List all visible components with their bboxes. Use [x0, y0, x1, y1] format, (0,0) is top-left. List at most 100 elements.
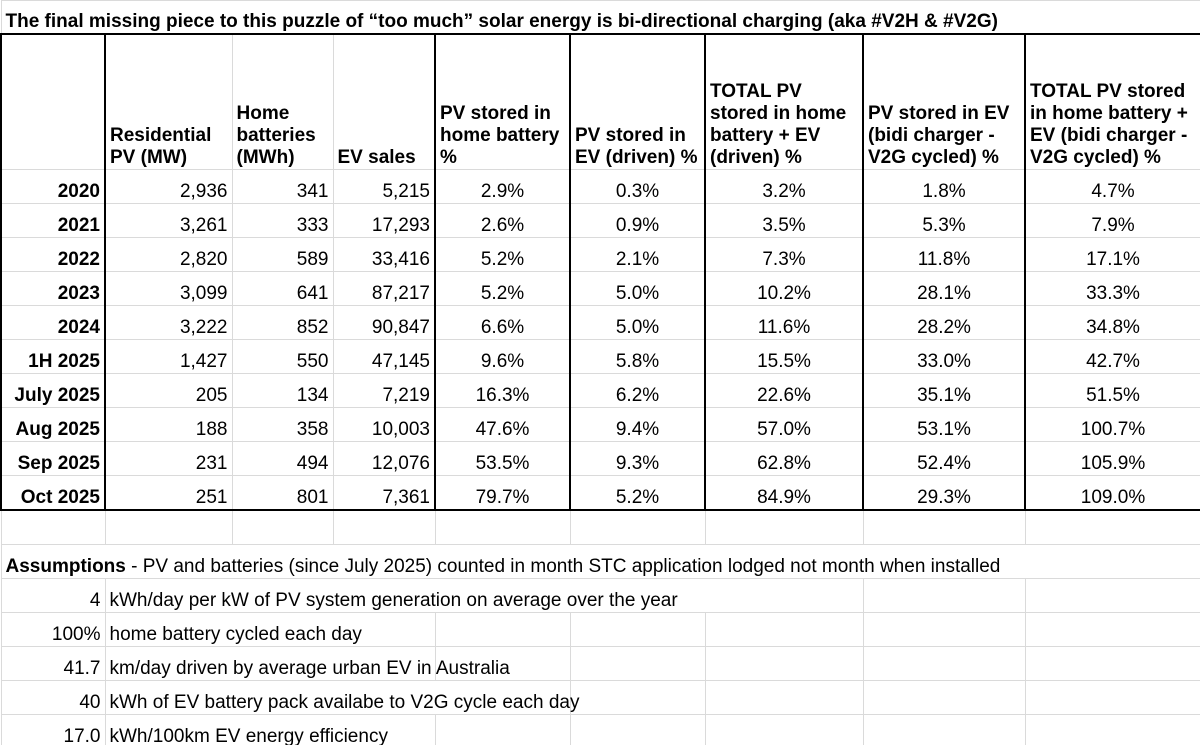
cell-total-pv-v2g: 4.7% — [1024, 169, 1200, 204]
header-corner — [0, 33, 106, 170]
cell-pv-stored-ev-v2g: 5.3% — [862, 203, 1026, 238]
header-ev-sales: EV sales — [332, 33, 436, 170]
cell-home-batteries: 801 — [231, 475, 334, 511]
assumption-item: 41.7 km/day driven by average urban EV in… — [0, 646, 1200, 681]
assumption-description: home battery cycled each day — [104, 612, 436, 647]
cell-pv-stored-ev-driven: 9.3% — [569, 441, 706, 476]
cell-ev-sales: 7,219 — [332, 373, 436, 408]
cell-residential-pv: 205 — [104, 373, 233, 408]
assumption-value: 100% — [0, 612, 106, 647]
cell-total-pv-v2g: 17.1% — [1024, 237, 1200, 272]
empty-cell — [569, 680, 706, 715]
assumption-item: 100% home battery cycled each day — [0, 612, 1200, 647]
cell-home-batteries: 134 — [231, 373, 334, 408]
cell-pv-stored-ev-driven: 6.2% — [569, 373, 706, 408]
cell-pv-stored-ev-driven: 5.8% — [569, 339, 706, 374]
empty-cell — [862, 680, 1026, 715]
empty-cell — [569, 612, 706, 647]
empty-cell — [862, 646, 1026, 681]
cell-pv-stored-ev-driven: 5.0% — [569, 305, 706, 340]
cell-ev-sales: 33,416 — [332, 237, 436, 272]
blank-row — [0, 509, 1200, 545]
header-residential-pv: Residential PV (MW) — [104, 33, 233, 170]
assumptions-text: - PV and batteries (since July 2025) cou… — [125, 556, 1001, 577]
table-row: Aug 2025 188 358 10,003 47.6% 9.4% 57.0% 53.1% 1… — [0, 407, 1200, 442]
table-row: Sep 2025 231 494 12,076 53.5% 9.3% 62.8% 52.4% 1… — [0, 441, 1200, 476]
cell-pv-stored-ev-v2g: 28.1% — [862, 271, 1026, 306]
cell-home-batteries: 358 — [231, 407, 334, 442]
cell-total-pv-v2g: 42.7% — [1024, 339, 1200, 374]
cell-home-batteries: 852 — [231, 305, 334, 340]
cell-pv-stored-ev-v2g: 35.1% — [862, 373, 1026, 408]
assumption-item: 40 kWh of EV battery pack availabe to V2G… — [0, 680, 1200, 715]
header-pv-stored-ev-v2g: PV stored in EV (bidi charger - V2G cycl… — [862, 33, 1026, 170]
empty-cell — [569, 509, 706, 545]
cell-home-batteries: 641 — [231, 271, 334, 306]
header-total-pv-driven: TOTAL PV stored in home battery + EV (dr… — [704, 33, 864, 170]
assumption-value: 4 — [0, 578, 106, 613]
cell-total-pv-driven: 84.9% — [704, 475, 864, 511]
cell-total-pv-v2g: 34.8% — [1024, 305, 1200, 340]
empty-cell — [704, 714, 864, 745]
row-period: Oct 2025 — [0, 475, 106, 511]
cell-residential-pv: 251 — [104, 475, 233, 511]
cell-pv-stored-ev-v2g: 29.3% — [862, 475, 1026, 511]
cell-pv-stored-home-battery: 5.2% — [434, 237, 571, 272]
cell-pv-stored-ev-v2g: 11.8% — [862, 237, 1026, 272]
assumption-value: 41.7 — [0, 646, 106, 681]
cell-pv-stored-home-battery: 53.5% — [434, 441, 571, 476]
cell-pv-stored-home-battery: 16.3% — [434, 373, 571, 408]
cell-pv-stored-ev-driven: 2.1% — [569, 237, 706, 272]
assumption-value: 17.0 — [0, 714, 106, 745]
cell-pv-stored-ev-driven: 5.2% — [569, 475, 706, 511]
empty-cell — [434, 509, 571, 545]
assumption-value: 40 — [0, 680, 106, 715]
empty-cell — [434, 714, 571, 745]
cell-pv-stored-home-battery: 47.6% — [434, 407, 571, 442]
cell-residential-pv: 3,222 — [104, 305, 233, 340]
cell-pv-stored-home-battery: 79.7% — [434, 475, 571, 511]
cell-total-pv-driven: 62.8% — [704, 441, 864, 476]
cell-pv-stored-home-battery: 2.6% — [434, 203, 571, 238]
cell-total-pv-driven: 11.6% — [704, 305, 864, 340]
cell-residential-pv: 2,936 — [104, 169, 233, 204]
row-period: Aug 2025 — [0, 407, 106, 442]
cell-pv-stored-ev-driven: 0.9% — [569, 203, 706, 238]
cell-total-pv-v2g: 51.5% — [1024, 373, 1200, 408]
cell-total-pv-v2g: 7.9% — [1024, 203, 1200, 238]
cell-total-pv-driven: 7.3% — [704, 237, 864, 272]
table-row: 1H 2025 1,427 550 47,145 9.6% 5.8% 15.5% 33.0% 4… — [0, 339, 1200, 374]
cell-ev-sales: 17,293 — [332, 203, 436, 238]
empty-cell — [862, 578, 1026, 613]
cell-home-batteries: 494 — [231, 441, 334, 476]
table-row: Oct 2025 251 801 7,361 79.7% 5.2% 84.9% 29.3% 10… — [0, 475, 1200, 511]
header-row: Residential PV (MW) Home batteries (MWh)… — [0, 33, 1200, 170]
empty-cell — [569, 714, 706, 745]
empty-cell — [1024, 578, 1200, 613]
row-period: 2024 — [0, 305, 106, 340]
empty-cell — [862, 714, 1026, 745]
page-title: The final missing piece to this puzzle o… — [0, 0, 1200, 35]
empty-cell — [1024, 509, 1200, 545]
cell-total-pv-v2g: 100.7% — [1024, 407, 1200, 442]
cell-total-pv-v2g: 109.0% — [1024, 475, 1200, 511]
row-period: 1H 2025 — [0, 339, 106, 374]
cell-pv-stored-home-battery: 9.6% — [434, 339, 571, 374]
assumption-item: 4 kWh/day per kW of PV system generation … — [0, 578, 1200, 613]
table-row: 2021 3,261 333 17,293 2.6% 0.9% 3.5% 5.3% 7.9% — [0, 203, 1200, 238]
cell-ev-sales: 12,076 — [332, 441, 436, 476]
table-row: July 2025 205 134 7,219 16.3% 6.2% 22.6% 35.1% 5… — [0, 373, 1200, 408]
cell-residential-pv: 188 — [104, 407, 233, 442]
header-total-pv-v2g: TOTAL PV stored in home battery + EV (bi… — [1024, 33, 1200, 170]
table-row: 2022 2,820 589 33,416 5.2% 2.1% 7.3% 11.8% 17.1% — [0, 237, 1200, 272]
empty-cell — [1024, 646, 1200, 681]
cell-total-pv-driven: 10.2% — [704, 271, 864, 306]
assumption-item: 17.0 kWh/100km EV energy efficiency — [0, 714, 1200, 745]
assumption-description: kWh of EV battery pack availabe to V2G c… — [104, 680, 579, 715]
cell-total-pv-v2g: 105.9% — [1024, 441, 1200, 476]
empty-cell — [862, 612, 1026, 647]
header-home-batteries: Home batteries (MWh) — [231, 33, 334, 170]
empty-cell — [434, 612, 571, 647]
table-row: 2020 2,936 341 5,215 2.9% 0.3% 3.2% 1.8% 4.7% — [0, 169, 1200, 204]
